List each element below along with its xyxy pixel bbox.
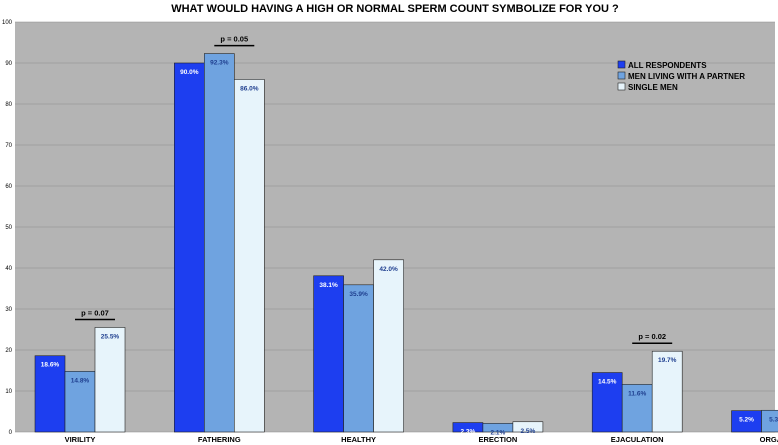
y-tick-label: 0: [9, 430, 13, 436]
bar: [591, 372, 623, 433]
legend-label: ALL RESPONDENTS: [628, 61, 707, 70]
x-axis-categories: VIRILITY FATHERING HEALTHY ERECTION EJACULAT…: [65, 435, 778, 444]
p-value-label: p = 0.02: [638, 332, 666, 341]
data-label: 90.0%: [180, 69, 199, 76]
data-label: 42.0%: [379, 266, 398, 273]
data-label: 14.8%: [71, 377, 90, 384]
bars: [34, 53, 778, 433]
y-tick-label: 60: [5, 184, 12, 190]
data-label: 14.5%: [598, 379, 617, 386]
y-tick-label: 50: [5, 225, 12, 231]
y-tick-label: 10: [5, 389, 12, 395]
data-label: 2.1%: [490, 429, 505, 436]
category-label: FATHERING: [198, 435, 241, 444]
annotations: p = 0.07 p = 0.05 p = 0.02: [75, 35, 673, 344]
p-value-label: p = 0.05: [220, 35, 248, 44]
y-tick-label: 70: [5, 143, 12, 149]
chart-title: WHAT WOULD HAVING A HIGH OR NORMAL SPERM…: [171, 3, 619, 15]
bar: [512, 421, 544, 433]
data-label: 5.3%: [769, 416, 778, 423]
y-tick-label: 30: [5, 307, 12, 313]
legend-swatch: [617, 82, 626, 91]
bar: [373, 259, 404, 433]
data-label: 19.7%: [658, 357, 677, 364]
data-labels: 18.6% 14.8% 25.5% 90.0% 92.3% 86.0% 38.1% 35.9%…: [41, 60, 778, 437]
category-label: ORGASM: [760, 435, 778, 444]
legend-swatch: [617, 60, 626, 69]
category-label: EJACULATION: [611, 435, 664, 444]
category-label: VIRILITY: [65, 435, 96, 444]
y-tick-label: 40: [5, 266, 12, 272]
y-tick-label: 80: [5, 102, 12, 108]
legend-label: SINGLE MEN: [628, 83, 678, 92]
bar: [204, 53, 235, 433]
data-label: 25.5%: [101, 333, 120, 340]
legend-label: MEN LIVING WITH A PARTNER: [628, 72, 745, 81]
bar: [234, 79, 265, 433]
y-tick-label: 90: [5, 61, 12, 67]
data-label: 2.3%: [460, 429, 475, 436]
data-label: 11.6%: [628, 390, 646, 397]
data-label: 18.6%: [41, 362, 60, 369]
legend: ALL RESPONDENTS MEN LIVING WITH A PARTNER…: [617, 60, 745, 92]
y-tick-label: 20: [5, 348, 12, 354]
legend-swatch: [617, 71, 626, 80]
p-value-label: p = 0.07: [81, 308, 109, 317]
bar: [621, 384, 653, 433]
y-tick-label: 100: [2, 20, 13, 26]
data-label: 92.3%: [210, 60, 229, 67]
data-label: 38.1%: [319, 282, 338, 289]
bar: [651, 350, 683, 433]
category-label: HEALTHY: [341, 435, 376, 444]
category-label: ERECTION: [479, 435, 518, 444]
data-label: 35.9%: [349, 291, 368, 298]
data-label: 5.2%: [739, 417, 754, 424]
bar: [174, 62, 205, 433]
data-label: 2.5%: [520, 428, 535, 435]
bar: [313, 275, 344, 433]
bar: [343, 284, 374, 433]
bar: [94, 327, 126, 433]
bar: [761, 409, 778, 433]
y-axis-ticks: 0 10 20 30 40 50 60 70 80 90 100: [2, 20, 13, 436]
data-label: 86.0%: [240, 85, 259, 92]
